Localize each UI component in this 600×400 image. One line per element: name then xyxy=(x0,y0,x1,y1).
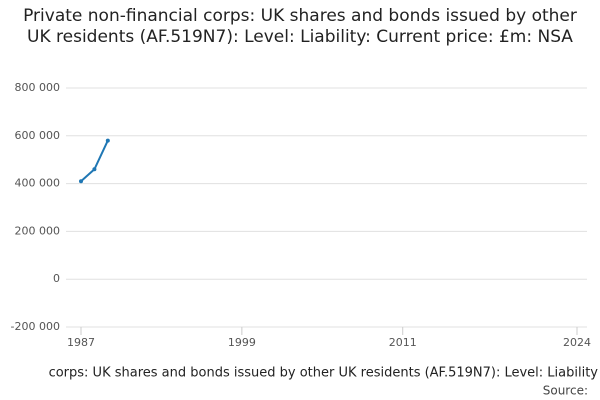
x-axis-label: corps: UK shares and bonds issued by oth… xyxy=(49,366,599,381)
source: Source: xyxy=(543,384,588,398)
y-tick-label: 600 000 xyxy=(15,129,61,142)
y-tick-label: 800 000 xyxy=(15,81,61,94)
chart-title: Private non-financial corps: UK shares a… xyxy=(23,6,577,47)
x-tick-label: 2024 xyxy=(563,336,591,349)
point xyxy=(92,167,97,172)
y-tick-label: -200 000 xyxy=(11,320,60,333)
y-tick-label: 0 xyxy=(53,272,60,285)
point xyxy=(79,179,83,184)
x-tick-label: 2011 xyxy=(389,336,417,349)
x-tick-label: 1987 xyxy=(67,336,95,349)
point xyxy=(105,138,110,143)
y-tick-label: 400 000 xyxy=(15,177,61,190)
y-tick-label: 200 000 xyxy=(15,224,61,237)
line xyxy=(80,140,109,182)
x-tick-label: 1999 xyxy=(228,336,256,349)
